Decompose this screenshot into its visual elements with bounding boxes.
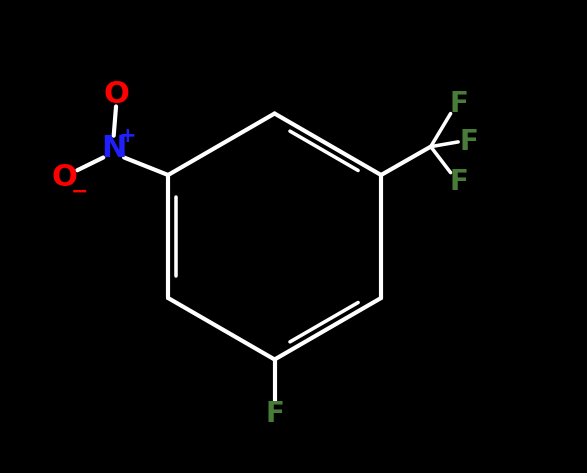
- Text: F: F: [450, 90, 468, 118]
- Text: −: −: [71, 182, 89, 201]
- Text: O: O: [51, 163, 77, 192]
- Text: F: F: [459, 128, 478, 156]
- Text: F: F: [450, 168, 468, 196]
- Text: +: +: [119, 126, 137, 146]
- Text: O: O: [103, 80, 129, 109]
- Text: F: F: [265, 400, 284, 428]
- Text: N: N: [101, 134, 126, 164]
